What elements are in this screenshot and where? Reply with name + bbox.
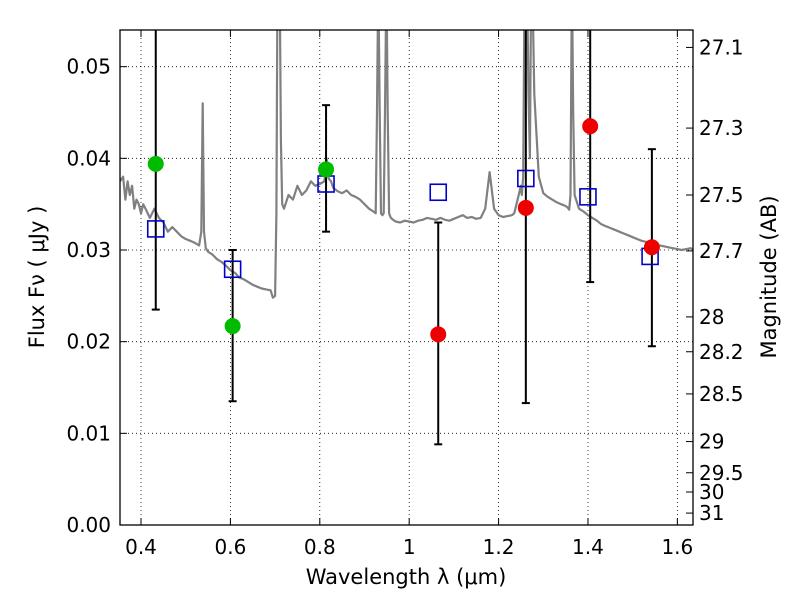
observed-flux-point — [517, 199, 534, 216]
model-photometry-square — [223, 260, 242, 279]
y2-tick-label: 30 — [699, 480, 724, 504]
y-tick-label: 0.01 — [66, 421, 111, 445]
y2-tick-label: 28.5 — [699, 382, 744, 406]
y-tick-label: 0.00 — [66, 513, 111, 537]
observed-flux-point — [224, 318, 241, 335]
y-tick-label: 0.04 — [66, 146, 111, 170]
x-tick-label: 0.4 — [125, 535, 157, 559]
y-tick-label: 0.02 — [66, 330, 111, 354]
y2-tick-label: 29 — [699, 430, 724, 454]
observed-flux-point — [582, 118, 599, 135]
y2-tick-label: 29.5 — [699, 461, 744, 485]
y2-tick-label: 27.1 — [699, 35, 744, 59]
y2-tick-label: 27.7 — [699, 239, 744, 263]
y2-tick-label: 31 — [699, 501, 724, 525]
y2-tick-label: 28.2 — [699, 340, 744, 364]
observed-flux-point — [643, 239, 660, 256]
x-tick-label: 1.4 — [572, 535, 604, 559]
y-tick-label: 0.03 — [66, 238, 111, 262]
y2-tick-label: 27.5 — [699, 183, 744, 207]
observed-flux-point — [318, 161, 335, 178]
observed-flux-point — [430, 326, 447, 343]
y2-axis-label: Magnitude (AB) — [757, 195, 781, 358]
y2-tick-label: 28 — [699, 305, 724, 329]
y-tick-label: 0.05 — [66, 55, 111, 79]
plot-frame — [119, 29, 694, 526]
x-tick-label: 0.6 — [214, 535, 246, 559]
y2-tick-label: 27.3 — [699, 116, 744, 140]
model-photometry-square — [517, 169, 535, 188]
x-tick-label: 0.8 — [304, 535, 336, 559]
x-tick-label: 1 — [403, 535, 416, 559]
plot-background — [120, 30, 693, 525]
model-photometry-square — [146, 220, 165, 238]
spectrum-line — [120, 30, 693, 299]
x-axis-label: Wavelength λ (μm) — [306, 565, 507, 589]
y-axis-label: Flux Fν ( μJy ) — [25, 206, 49, 349]
model-photometry-square — [429, 183, 448, 202]
model-photometry-square — [579, 188, 597, 206]
grid — [120, 30, 693, 526]
observed-flux-point — [147, 155, 164, 172]
x-tick-label: 1.2 — [483, 535, 515, 559]
x-tick-label: 1.6 — [661, 535, 693, 559]
